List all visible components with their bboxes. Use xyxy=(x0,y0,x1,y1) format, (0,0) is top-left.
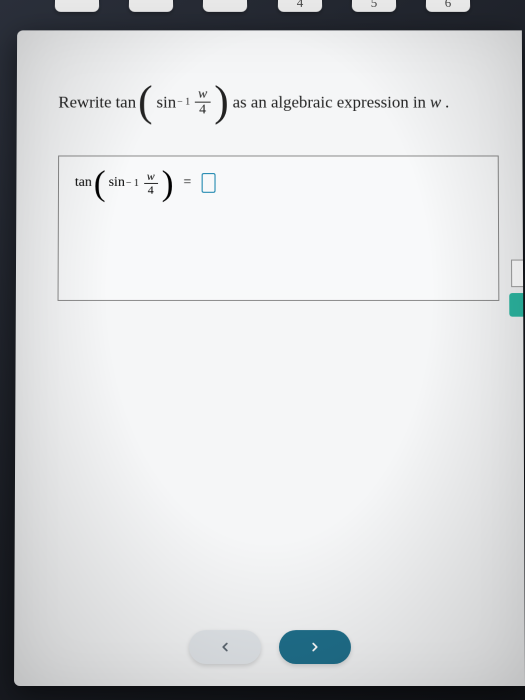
question-tabs: 4 5 6 xyxy=(0,0,525,14)
inner-func: sin xyxy=(156,93,176,113)
tab-6[interactable]: 6 xyxy=(426,0,471,12)
ans-frac-den: 4 xyxy=(145,184,157,197)
equals-sign: = xyxy=(183,176,191,192)
ans-open-paren: ( xyxy=(94,171,106,196)
fraction: w 4 xyxy=(195,87,210,118)
vignette-overlay xyxy=(14,30,525,686)
nav-bar xyxy=(14,630,525,664)
question-prefix: Rewrite xyxy=(58,93,111,113)
question-suffix-a: as an algebraic expression in xyxy=(233,93,426,113)
tab-3[interactable] xyxy=(203,0,248,12)
side-tool-accent[interactable] xyxy=(509,293,523,317)
answer-expression: tan ( sin − 1 w 4 ) = xyxy=(75,170,482,197)
next-button[interactable] xyxy=(278,630,350,664)
ans-frac-num: w xyxy=(144,170,158,184)
tab-5[interactable]: 5 xyxy=(351,0,396,12)
ans-exponent: − 1 xyxy=(126,178,139,189)
open-paren: ( xyxy=(138,87,153,117)
exponent: − 1 xyxy=(177,97,190,108)
page-card: Rewrite tan ( sin − 1 w 4 ) as an algebr… xyxy=(14,30,525,686)
ans-inner-func: sin xyxy=(109,176,125,192)
question-var: w xyxy=(430,93,441,113)
prev-button[interactable] xyxy=(189,630,261,664)
ans-fraction: w 4 xyxy=(144,170,158,197)
close-paren: ) xyxy=(214,87,229,117)
tab-1[interactable] xyxy=(55,0,100,12)
question-suffix-b: . xyxy=(445,93,449,113)
question-text: Rewrite tan ( sin − 1 w 4 ) as an algebr… xyxy=(58,87,498,118)
chevron-right-icon xyxy=(307,640,321,654)
answer-input[interactable] xyxy=(201,174,215,194)
ans-close-paren: ) xyxy=(162,171,174,196)
tab-2[interactable] xyxy=(129,0,174,12)
tab-4[interactable]: 4 xyxy=(277,0,322,12)
outer-func: tan xyxy=(115,93,136,113)
question-expression: tan ( sin − 1 w 4 ) xyxy=(115,87,228,118)
chevron-left-icon xyxy=(218,640,232,654)
frac-num: w xyxy=(195,87,210,103)
frac-den: 4 xyxy=(196,103,209,118)
side-tool-box[interactable] xyxy=(511,260,523,288)
ans-outer-func: tan xyxy=(75,176,92,192)
answer-area: tan ( sin − 1 w 4 ) = xyxy=(58,155,500,300)
